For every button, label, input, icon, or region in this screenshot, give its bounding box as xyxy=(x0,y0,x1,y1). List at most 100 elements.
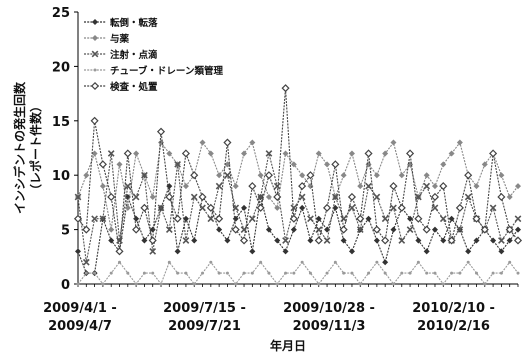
series-4-point xyxy=(76,282,80,286)
series-2-point xyxy=(257,172,264,179)
series-4-point xyxy=(358,282,362,286)
series-2-point xyxy=(498,172,505,179)
series-4-point xyxy=(342,271,346,275)
series-4 xyxy=(76,260,520,286)
series-5-point xyxy=(264,171,273,180)
series-2-point xyxy=(440,161,447,168)
x-tick-label-line2: 2010/2/16 xyxy=(417,319,490,334)
series-1-point xyxy=(506,237,513,244)
series-2-point xyxy=(348,150,355,157)
series-2-point xyxy=(506,193,513,200)
series-5-point xyxy=(98,160,107,169)
series-4-point xyxy=(367,271,371,275)
series-5-point xyxy=(239,236,249,245)
series-4-point xyxy=(474,271,478,275)
series-2-point xyxy=(473,183,480,190)
series-4-point xyxy=(142,271,146,275)
x-tick-label-line1: 2009/4/1 - xyxy=(43,301,117,316)
x-tick-label-line1: 2009/7/15 - xyxy=(163,301,246,316)
series-5-point xyxy=(472,214,481,223)
series-2-point xyxy=(199,139,206,146)
series-3-point xyxy=(157,204,165,212)
x-axis-title: 年月日 xyxy=(270,338,306,353)
series-4-point xyxy=(425,271,429,275)
series-4-point xyxy=(234,282,238,286)
series-5-point xyxy=(281,84,290,93)
series-1-point xyxy=(340,237,347,244)
series-2-point xyxy=(149,193,156,200)
series-5-point xyxy=(248,182,257,191)
series-2-point xyxy=(99,183,106,190)
series-3-point xyxy=(423,182,431,190)
series-4-point xyxy=(400,271,404,275)
series-3-point xyxy=(224,171,231,179)
series-4-point xyxy=(176,271,180,275)
legend-label: 与薬 xyxy=(110,33,130,45)
series-2-point xyxy=(274,204,281,211)
series-2-point xyxy=(456,139,463,146)
series-2-point xyxy=(382,150,389,157)
series-4-point xyxy=(84,271,88,275)
series-4-point xyxy=(391,282,395,286)
series-5-point xyxy=(223,138,232,147)
series-1-point xyxy=(373,237,380,244)
series-5-point xyxy=(397,203,406,212)
series-1-point xyxy=(431,226,438,233)
legend-item-5: 検査・処置 xyxy=(84,81,158,93)
series-5-point xyxy=(447,236,456,245)
series-5-point xyxy=(190,171,199,180)
series-1-point xyxy=(191,237,198,244)
series-4-point xyxy=(151,271,155,275)
series-5-point xyxy=(107,192,116,202)
series-1-point xyxy=(448,215,455,222)
series-1-point xyxy=(282,248,289,255)
series-3-point xyxy=(348,204,356,212)
series-5-point xyxy=(389,182,398,191)
series-1-point xyxy=(407,215,414,222)
series-3-point xyxy=(207,215,215,223)
series-5-point xyxy=(73,214,83,223)
series-1-point xyxy=(299,204,306,211)
series-1-point xyxy=(365,215,372,222)
series-4-point xyxy=(209,260,213,264)
y-tick-label: 15 xyxy=(52,115,70,130)
series-3-point xyxy=(365,182,372,190)
series-2-point xyxy=(282,150,289,157)
series-5-point xyxy=(497,192,506,202)
series-5-point xyxy=(231,225,240,234)
series-5-point xyxy=(140,203,149,212)
series-5-point xyxy=(422,225,431,234)
series-1-point xyxy=(108,237,115,244)
series-5-point xyxy=(414,214,423,223)
series-5-point xyxy=(256,203,265,212)
series-1-point xyxy=(249,248,256,255)
series-3-point xyxy=(248,215,256,223)
series-3-point xyxy=(331,193,339,201)
series-3-point xyxy=(282,237,289,244)
series-5-point xyxy=(331,160,340,169)
series-3-point xyxy=(390,204,397,212)
series-3-point xyxy=(323,237,331,244)
series-3-point xyxy=(373,193,381,201)
series-1-line xyxy=(77,185,519,274)
y-tick-label: 5 xyxy=(61,224,70,239)
series-3-point xyxy=(215,182,223,190)
series-2-point xyxy=(299,172,306,179)
series-2-point xyxy=(373,172,380,179)
series-5-point xyxy=(148,236,157,245)
series-4-point xyxy=(508,260,512,264)
series-5-point xyxy=(215,214,224,223)
series-2-point xyxy=(232,183,239,190)
series-4-point xyxy=(458,271,462,275)
series-4-point xyxy=(317,282,321,286)
series-4-point xyxy=(516,271,520,275)
series-5-point xyxy=(480,225,489,234)
series-5-point xyxy=(165,192,174,202)
series-4-point xyxy=(109,271,113,275)
series-5-point xyxy=(82,225,91,234)
series-1-point xyxy=(348,248,355,255)
series-3-point xyxy=(132,193,140,201)
series-5-point xyxy=(123,149,132,158)
series-4-point xyxy=(325,271,329,275)
